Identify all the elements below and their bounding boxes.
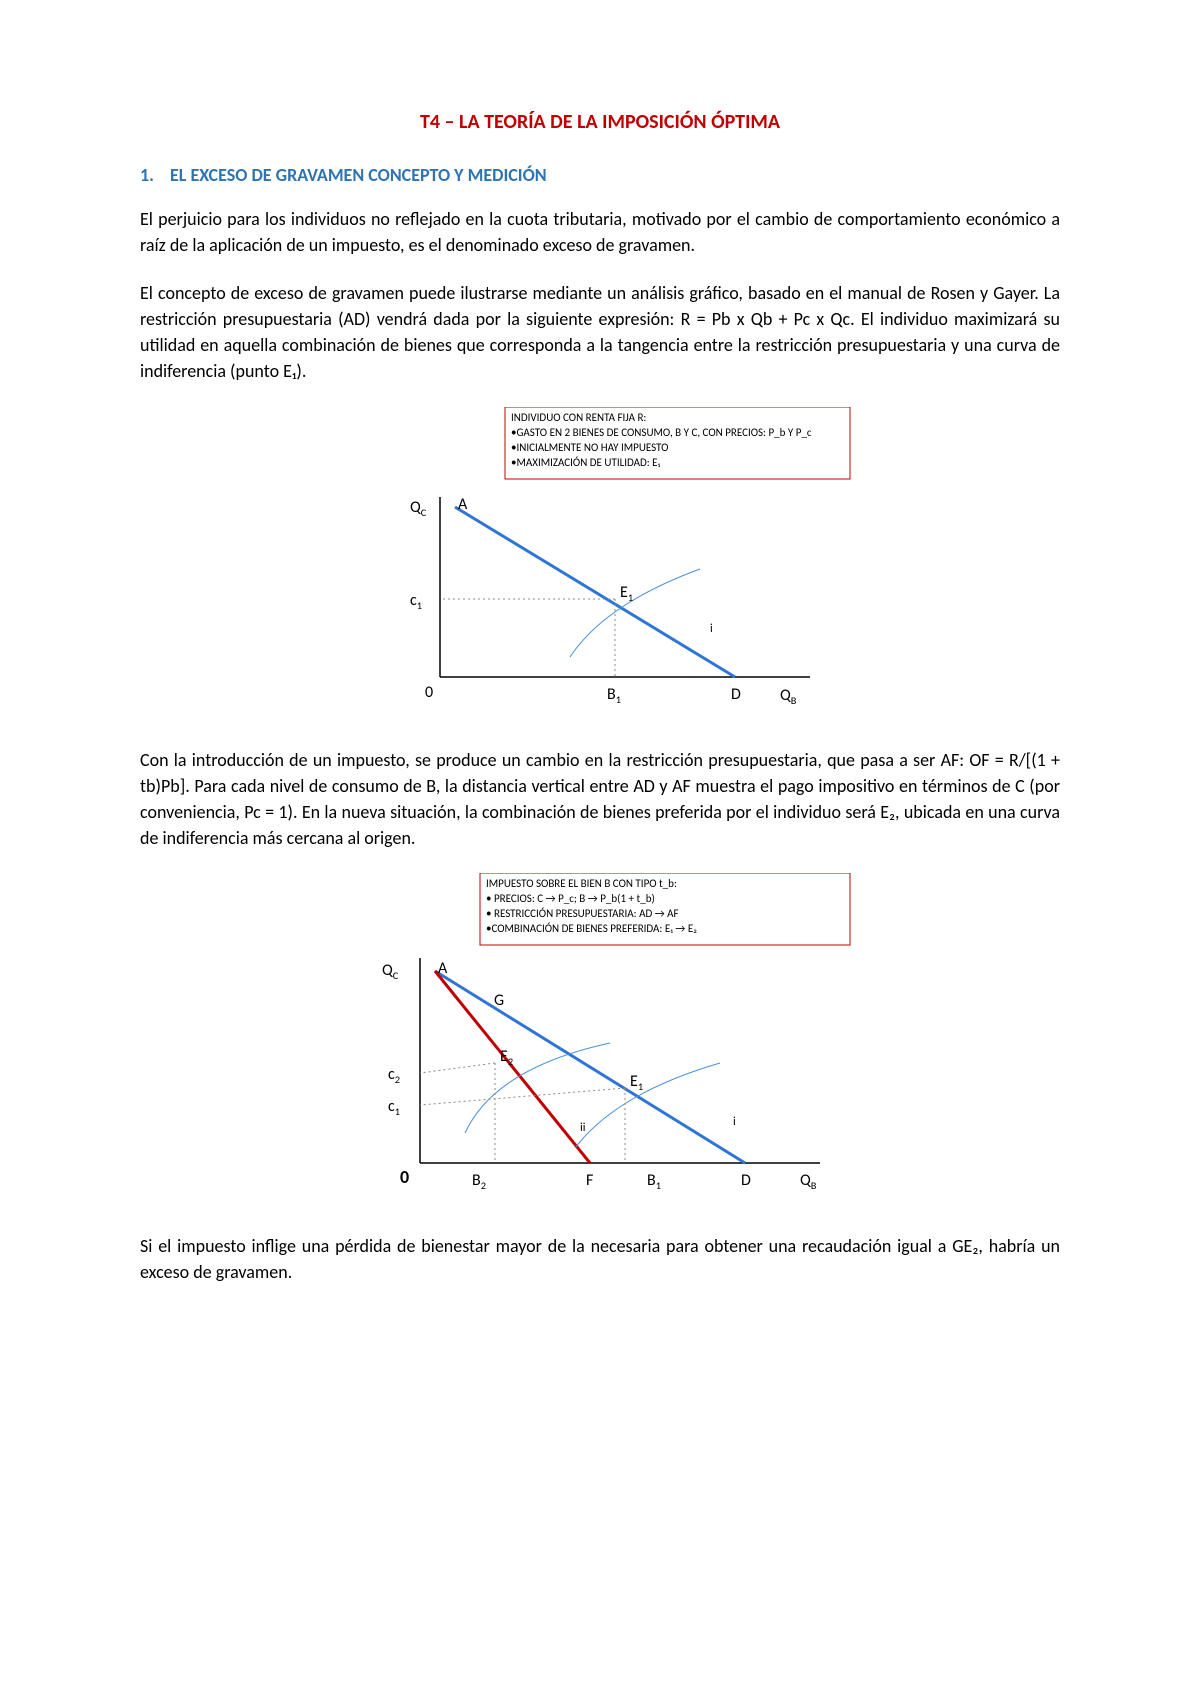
svg-text:B2: B2 bbox=[472, 1171, 486, 1192]
svg-text:i: i bbox=[710, 622, 713, 636]
svg-text:•MAXIMIZACIÓN DE UTILIDAD: E₁: •MAXIMIZACIÓN DE UTILIDAD: E₁ bbox=[511, 456, 661, 469]
svg-text:QC: QC bbox=[382, 961, 399, 982]
svg-text:• PRECIOS: C → P_c; B → P_b(1: • PRECIOS: C → P_c; B → P_b(1 + t_b) bbox=[486, 892, 655, 905]
page-title: T4 – LA TEORÍA DE LA IMPOSICIÓN ÓPTIMA bbox=[140, 110, 1060, 134]
svg-text:•COMBINACIÓN DE BIENES PREFERI: •COMBINACIÓN DE BIENES PREFERIDA: E₁ → E… bbox=[486, 922, 697, 935]
svg-text:D: D bbox=[741, 1171, 751, 1190]
figure-1: INDIVIDUO CON RENTA FIJA R: •GASTO EN 2 B… bbox=[340, 407, 860, 717]
svg-text:• RESTRICCIÓN PRESUPUESTARIA:: • RESTRICCIÓN PRESUPUESTARIA: AD → AF bbox=[486, 907, 679, 920]
svg-text:QB: QB bbox=[780, 686, 797, 707]
svg-text:A: A bbox=[438, 959, 448, 978]
svg-text:E2: E2 bbox=[500, 1047, 513, 1068]
svg-text:D: D bbox=[731, 685, 741, 704]
svg-text:c2: c2 bbox=[388, 1065, 400, 1086]
svg-text:c1: c1 bbox=[410, 591, 422, 612]
svg-text:INDIVIDUO CON RENTA FIJA R:: INDIVIDUO CON RENTA FIJA R: bbox=[511, 411, 646, 424]
svg-text:•GASTO EN 2 BIENES DE CONSUMO,: •GASTO EN 2 BIENES DE CONSUMO, B Y C, CO… bbox=[511, 426, 812, 439]
figure-2: IMPUESTO SOBRE EL BIEN B CON TIPO t_b: • … bbox=[320, 873, 880, 1203]
svg-text:ii: ii bbox=[580, 1121, 586, 1135]
svg-text:•INICIALMENTE NO HAY IMPUESTO: •INICIALMENTE NO HAY IMPUESTO bbox=[511, 441, 668, 454]
svg-text:QB: QB bbox=[800, 1171, 817, 1192]
svg-text:0: 0 bbox=[400, 1166, 409, 1188]
svg-text:B1: B1 bbox=[647, 1171, 661, 1192]
section-number: 1. bbox=[140, 164, 154, 186]
section-heading-1: 1. EL EXCESO DE GRAVAMEN CONCEPTO Y MEDI… bbox=[140, 164, 1060, 186]
section-heading-text: EL EXCESO DE GRAVAMEN CONCEPTO Y MEDICIÓ… bbox=[170, 164, 547, 186]
svg-text:A: A bbox=[458, 495, 468, 514]
paragraph-2: El concepto de exceso de gravamen puede … bbox=[140, 280, 1060, 384]
svg-text:G: G bbox=[494, 991, 504, 1010]
svg-text:E1: E1 bbox=[630, 1072, 643, 1093]
svg-text:0: 0 bbox=[425, 683, 433, 702]
svg-text:i: i bbox=[733, 1115, 736, 1129]
svg-text:F: F bbox=[586, 1171, 593, 1190]
svg-text:B1: B1 bbox=[607, 685, 621, 706]
svg-text:IMPUESTO SOBRE EL BIEN B CON T: IMPUESTO SOBRE EL BIEN B CON TIPO t_b: bbox=[486, 877, 677, 890]
svg-text:QC: QC bbox=[410, 498, 427, 519]
svg-text:c1: c1 bbox=[388, 1097, 400, 1118]
paragraph-3: Con la introducción de un impuesto, se p… bbox=[140, 747, 1060, 851]
document-page: T4 – LA TEORÍA DE LA IMPOSICIÓN ÓPTIMA 1… bbox=[0, 0, 1200, 1698]
paragraph-4: Si el impuesto inflige una pérdida de bi… bbox=[140, 1233, 1060, 1285]
paragraph-1: El perjuicio para los individuos no refl… bbox=[140, 206, 1060, 258]
svg-text:E1: E1 bbox=[620, 583, 633, 604]
